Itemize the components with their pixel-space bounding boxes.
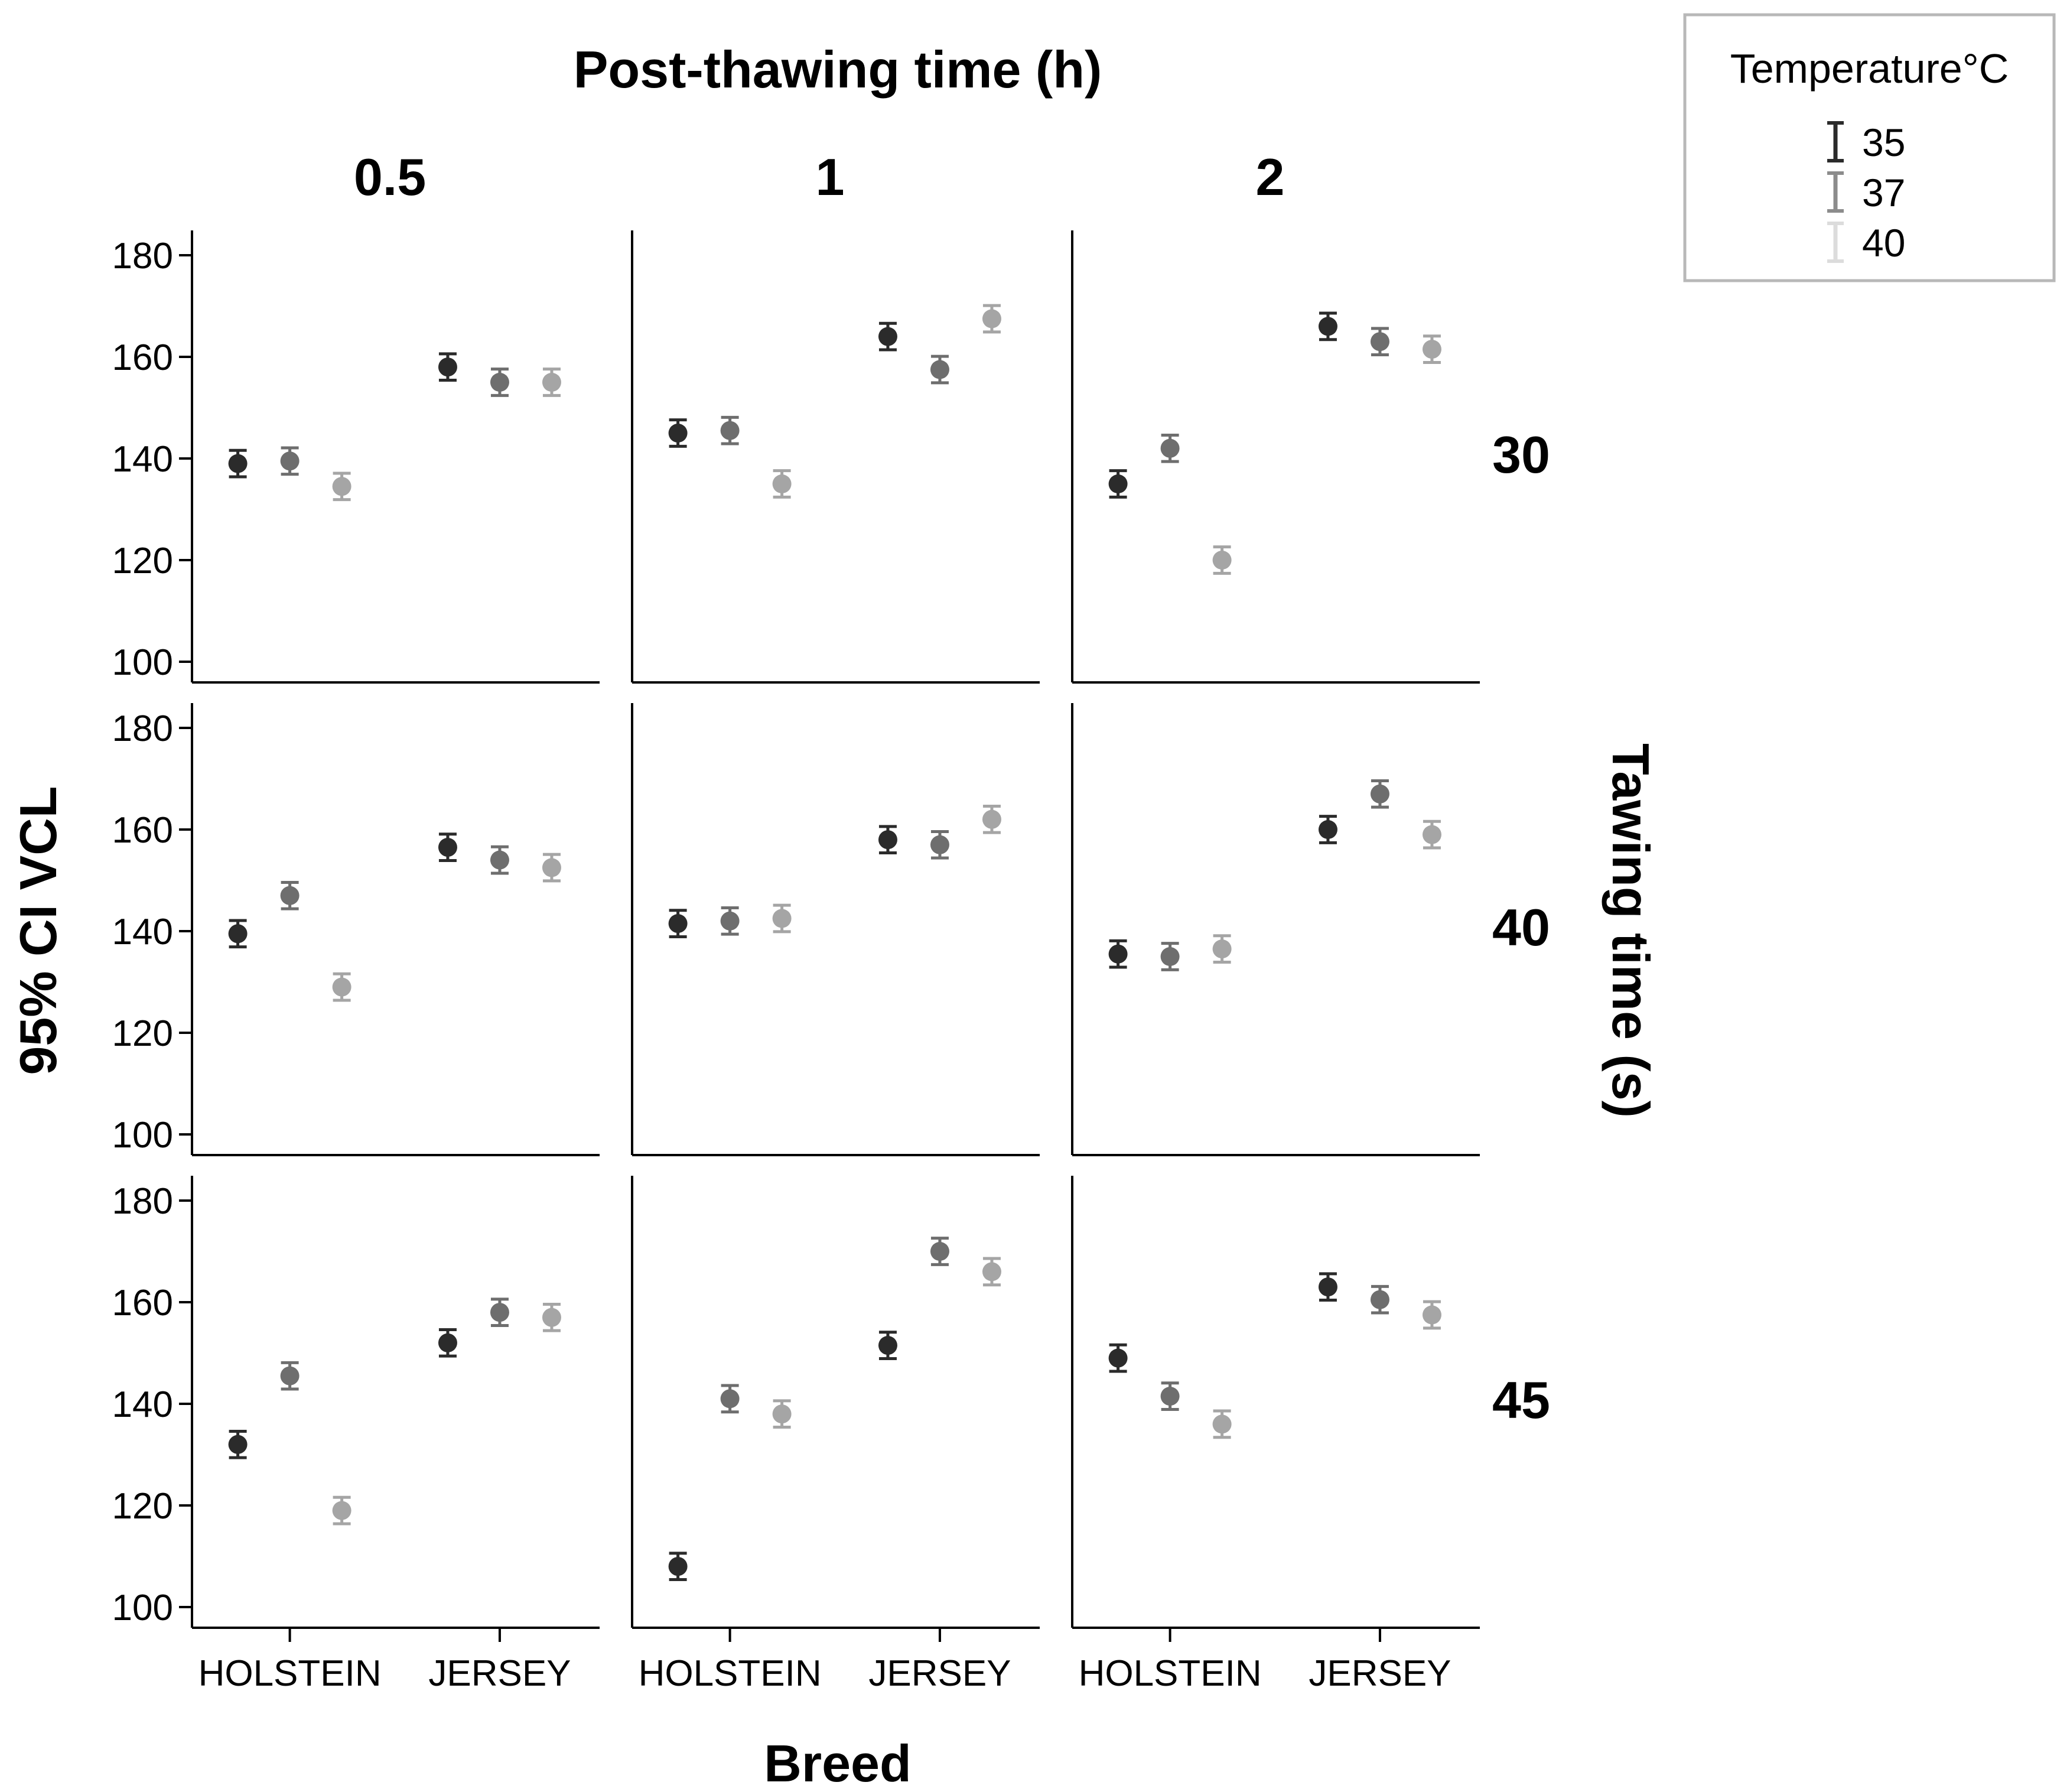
data-point xyxy=(228,1435,248,1454)
data-point xyxy=(1160,947,1180,966)
data-point xyxy=(930,1242,949,1261)
data-point xyxy=(438,1333,457,1352)
data-point xyxy=(1370,784,1389,804)
y-tick-label: 120 xyxy=(112,541,173,581)
data-point xyxy=(332,1501,351,1520)
column-header: 2 xyxy=(1256,148,1285,206)
column-header: 1 xyxy=(816,148,845,206)
data-point xyxy=(668,914,688,934)
y-tick-label: 180 xyxy=(112,236,173,277)
x-axis-label: Breed xyxy=(764,1734,911,1792)
data-point xyxy=(1422,1305,1441,1325)
column-header: 0.5 xyxy=(354,148,426,206)
row-header: 40 xyxy=(1492,898,1550,957)
data-point xyxy=(1318,1277,1337,1297)
data-point xyxy=(1108,944,1128,964)
data-point xyxy=(542,1308,561,1327)
y-tick-label: 160 xyxy=(112,337,173,378)
y-tick-label: 120 xyxy=(112,1486,173,1527)
data-point xyxy=(1160,438,1180,458)
data-point xyxy=(280,886,300,905)
data-point xyxy=(280,1366,300,1386)
y-tick-label: 160 xyxy=(112,1283,173,1323)
data-point xyxy=(772,1404,792,1424)
legend-entry-label: 40 xyxy=(1862,221,1905,265)
data-point xyxy=(1212,939,1232,959)
data-point xyxy=(982,809,1001,829)
x-tick-label: JERSEY xyxy=(428,1653,571,1694)
data-point xyxy=(228,924,248,944)
data-point xyxy=(1422,340,1441,359)
data-point xyxy=(438,357,457,377)
x-tick-label: HOLSTEIN xyxy=(198,1653,382,1694)
data-point xyxy=(438,838,457,857)
x-tick-label: HOLSTEIN xyxy=(639,1653,822,1694)
y-tick-label: 180 xyxy=(112,708,173,749)
data-point xyxy=(332,477,351,496)
data-point xyxy=(772,474,792,493)
row-header: 45 xyxy=(1492,1371,1550,1429)
data-point xyxy=(1212,1414,1232,1434)
y-tick-label: 160 xyxy=(112,810,173,851)
data-point xyxy=(720,421,740,440)
x-tick-label: HOLSTEIN xyxy=(1079,1653,1262,1694)
data-point xyxy=(542,373,561,392)
data-point xyxy=(668,424,688,443)
data-point xyxy=(228,454,248,473)
y-axis-label: 95% CI VCL xyxy=(9,786,67,1075)
data-point xyxy=(1318,820,1337,839)
y-tick-label: 140 xyxy=(112,912,173,952)
x-tick-label: JERSEY xyxy=(868,1653,1011,1694)
row-axis-label: Tawing time (s) xyxy=(1602,743,1660,1118)
data-point xyxy=(772,909,792,928)
data-point xyxy=(1370,332,1389,352)
data-point xyxy=(930,835,949,854)
chart-title: Post-thawing time (h) xyxy=(574,40,1102,99)
y-tick-label: 100 xyxy=(112,1588,173,1628)
x-tick-label: JERSEY xyxy=(1309,1653,1451,1694)
data-point xyxy=(542,858,561,877)
legend-entry-label: 35 xyxy=(1862,121,1905,164)
data-point xyxy=(878,830,897,850)
data-point xyxy=(490,1303,509,1322)
y-tick-label: 140 xyxy=(112,1384,173,1425)
data-point xyxy=(720,1389,740,1409)
data-point xyxy=(1108,1348,1128,1368)
data-point xyxy=(668,1557,688,1576)
y-tick-label: 140 xyxy=(112,439,173,480)
data-point xyxy=(930,360,949,379)
data-point xyxy=(332,977,351,997)
legend-box xyxy=(1683,13,2056,282)
legend-entry-label: 37 xyxy=(1862,171,1905,214)
data-point xyxy=(720,911,740,931)
data-point xyxy=(878,327,897,346)
y-tick-label: 100 xyxy=(112,1115,173,1156)
data-point xyxy=(1212,551,1232,570)
legend-title: Temperature°C xyxy=(1730,45,2009,92)
row-header: 30 xyxy=(1492,425,1550,484)
data-point xyxy=(1108,474,1128,493)
data-point xyxy=(490,373,509,392)
data-point xyxy=(878,1336,897,1355)
y-tick-label: 120 xyxy=(112,1013,173,1054)
data-point xyxy=(1318,317,1337,336)
data-point xyxy=(280,451,300,471)
y-tick-label: 100 xyxy=(112,642,173,683)
data-point xyxy=(490,850,509,870)
data-point xyxy=(982,1262,1001,1282)
data-point xyxy=(1422,825,1441,844)
y-tick-label: 180 xyxy=(112,1181,173,1222)
data-point xyxy=(1370,1290,1389,1309)
data-point xyxy=(982,309,1001,329)
data-point xyxy=(1160,1387,1180,1406)
